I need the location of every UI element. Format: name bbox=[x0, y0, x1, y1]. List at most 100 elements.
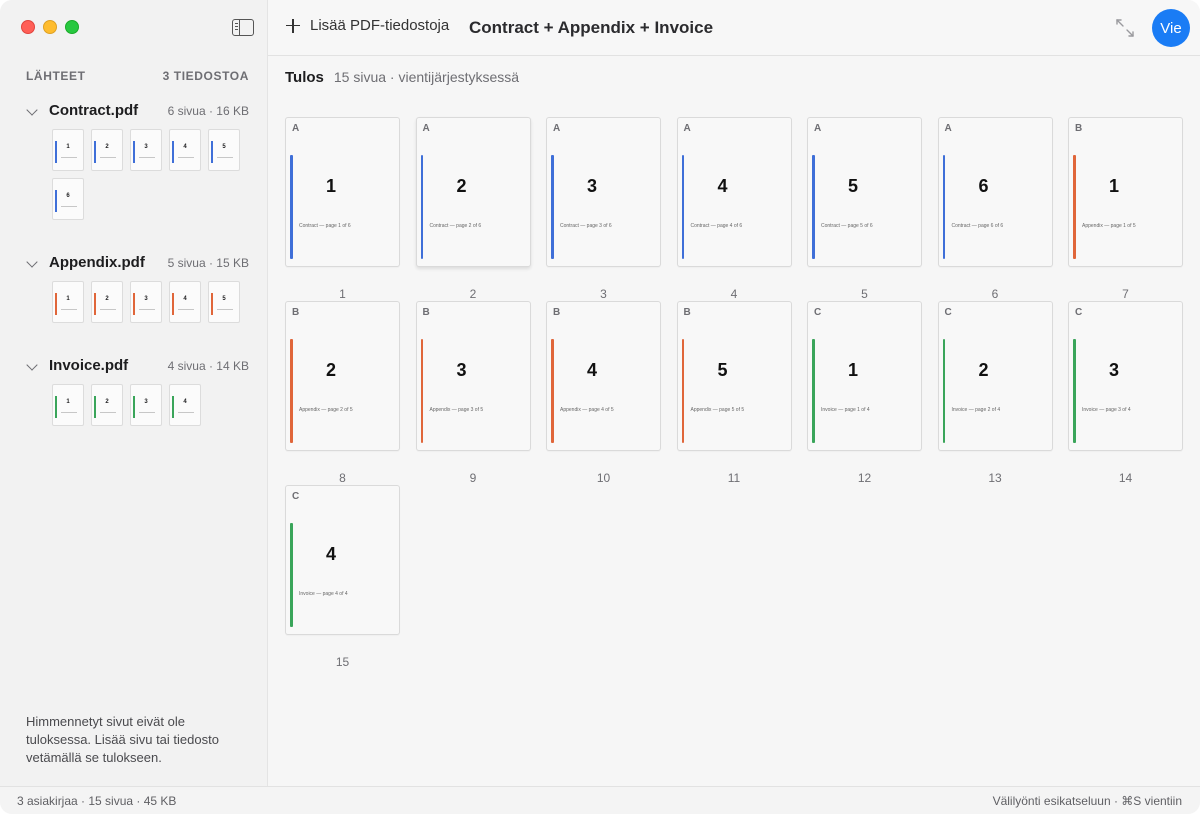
page-number: 3 bbox=[586, 176, 597, 196]
sidebar-toggle-icon[interactable] bbox=[232, 19, 254, 36]
add-pdf-button[interactable]: Lisää PDF-tiedostoja bbox=[286, 17, 449, 34]
thumbnail-page-number: 1 bbox=[66, 399, 70, 405]
source-page-thumbnail[interactable]: 2 bbox=[91, 129, 123, 171]
thumbnail-text-line bbox=[61, 412, 77, 413]
page-card[interactable]: C 3 Invoice — page 3 of 4 bbox=[1068, 301, 1183, 451]
source-letter: A bbox=[422, 123, 430, 134]
source-page-thumbnail[interactable]: 3 bbox=[130, 281, 162, 323]
thumbnail-text-line bbox=[178, 412, 194, 413]
page-caption: Contract — page 5 of 6 bbox=[821, 223, 873, 229]
page-number: 4 bbox=[586, 360, 597, 380]
export-button[interactable]: Vie bbox=[1152, 9, 1190, 47]
page-caption: Contract — page 1 of 6 bbox=[299, 223, 351, 229]
page-card[interactable]: B 4 Appendix — page 4 of 5 bbox=[546, 301, 661, 451]
minimize-window-button[interactable] bbox=[43, 20, 57, 34]
result-position-label: 6 bbox=[991, 287, 999, 301]
source-file-row[interactable]: Appendix.pdf 5 sivua · 15 KB bbox=[0, 253, 267, 273]
thumbnail-page-number: 3 bbox=[144, 144, 148, 150]
file-page-thumbnails: 1 2 3 4 bbox=[52, 384, 252, 426]
page-card[interactable]: C 1 Invoice — page 1 of 4 bbox=[807, 301, 922, 451]
source-page-thumbnail[interactable]: 3 bbox=[130, 129, 162, 171]
page-color-bar bbox=[133, 293, 135, 315]
source-letter: A bbox=[683, 123, 691, 134]
result-position-label: 1 bbox=[339, 287, 346, 301]
page-caption: Contract — page 6 of 6 bbox=[951, 223, 1004, 229]
source-letter: B bbox=[553, 307, 561, 318]
page-color-bar bbox=[55, 293, 57, 315]
page-number: 3 bbox=[456, 360, 467, 380]
chevron-down-icon[interactable] bbox=[26, 359, 38, 371]
page-color-bar bbox=[942, 339, 945, 443]
zoom-window-button[interactable] bbox=[65, 20, 79, 34]
sources-label: LÄHTEET bbox=[26, 69, 86, 83]
chevron-down-icon[interactable] bbox=[26, 256, 38, 268]
page-color-bar bbox=[290, 339, 293, 443]
source-file-row[interactable]: Invoice.pdf 4 sivua · 14 KB bbox=[0, 356, 267, 376]
page-color-bar bbox=[420, 155, 423, 259]
expand-arrows-icon[interactable] bbox=[1115, 18, 1135, 38]
result-position-label: 5 bbox=[861, 287, 868, 301]
page-card[interactable]: B 2 Appendix — page 2 of 5 bbox=[285, 301, 400, 451]
result-position-label: 2 bbox=[469, 287, 477, 301]
source-page-thumbnail[interactable]: 5 bbox=[208, 281, 240, 323]
source-page-thumbnail[interactable]: 6 bbox=[52, 178, 84, 220]
page-number: 3 bbox=[1108, 360, 1119, 380]
file-meta: 5 sivua · 15 KB bbox=[167, 256, 249, 270]
source-page-thumbnail[interactable]: 3 bbox=[130, 384, 162, 426]
result-header: Tulos 15 sivua · vientijärjestyksessä bbox=[285, 69, 519, 86]
thumbnail-page-number: 4 bbox=[183, 296, 187, 302]
page-number: 5 bbox=[847, 176, 858, 196]
page-color-bar bbox=[133, 141, 135, 163]
source-letter: B bbox=[292, 307, 300, 318]
page-color-bar bbox=[172, 396, 174, 418]
source-file-group: Contract.pdf 6 sivua · 16 KB 1 2 3 4 5 6 bbox=[0, 101, 267, 220]
page-caption: Invoice — page 1 of 4 bbox=[821, 407, 870, 413]
source-page-thumbnail[interactable]: 2 bbox=[91, 384, 123, 426]
page-color-bar bbox=[681, 155, 684, 259]
page-card[interactable]: A 3 Contract — page 3 of 6 bbox=[546, 117, 661, 267]
sidebar-hint: Himmennetyt sivut eivät ole tuloksessa. … bbox=[26, 714, 219, 765]
source-page-thumbnail[interactable]: 1 bbox=[52, 384, 84, 426]
page-card[interactable]: A 1 Contract — page 1 of 6 bbox=[285, 117, 400, 267]
close-window-button[interactable] bbox=[21, 20, 35, 34]
sidebar: LÄHTEET 3 TIEDOSTOA Contract.pdf 6 sivua … bbox=[0, 0, 268, 786]
page-number: 1 bbox=[1108, 176, 1119, 196]
page-caption: Appendix — page 5 of 5 bbox=[690, 407, 745, 413]
page-card[interactable]: C 4 Invoice — page 4 of 4 bbox=[285, 485, 400, 635]
page-card[interactable]: A 6 Contract — page 6 of 6 bbox=[937, 117, 1053, 267]
page-card[interactable]: B 3 Appendix — page 3 of 5 bbox=[415, 301, 531, 451]
page-caption: Appendix — page 2 of 5 bbox=[299, 407, 353, 413]
page-color-bar bbox=[211, 293, 213, 315]
source-page-thumbnail[interactable]: 1 bbox=[52, 129, 84, 171]
thumbnail-page-number: 3 bbox=[144, 296, 148, 302]
page-card[interactable]: A 2 Contract — page 2 of 6 bbox=[415, 117, 531, 267]
result-position-label: 7 bbox=[1122, 287, 1129, 301]
source-letter: A bbox=[944, 123, 952, 134]
source-page-thumbnail[interactable]: 5 bbox=[208, 129, 240, 171]
result-position-label: 8 bbox=[339, 471, 346, 485]
add-pdf-label: Lisää PDF-tiedostoja bbox=[310, 17, 450, 34]
source-page-thumbnail[interactable]: 2 bbox=[91, 281, 123, 323]
source-letter: A bbox=[814, 123, 822, 134]
page-color-bar bbox=[55, 190, 57, 212]
page-card[interactable]: B 5 Appendix — page 5 of 5 bbox=[676, 301, 792, 451]
page-card[interactable]: B 1 Appendix — page 1 of 5 bbox=[1068, 117, 1183, 267]
page-caption: Appendix — page 1 of 5 bbox=[1082, 223, 1136, 229]
thumbnail-page-number: 3 bbox=[144, 399, 148, 405]
source-page-thumbnail[interactable]: 4 bbox=[169, 384, 201, 426]
source-page-thumbnail[interactable]: 4 bbox=[169, 129, 201, 171]
chevron-down-icon[interactable] bbox=[26, 104, 38, 116]
thumbnail-page-number: 5 bbox=[222, 144, 226, 150]
source-letter: C bbox=[944, 307, 952, 318]
source-page-thumbnail[interactable]: 1 bbox=[52, 281, 84, 323]
thumbnail-page-number: 1 bbox=[66, 296, 70, 302]
page-card[interactable]: A 4 Contract — page 4 of 6 bbox=[676, 117, 792, 267]
source-page-thumbnail[interactable]: 4 bbox=[169, 281, 201, 323]
source-file-row[interactable]: Contract.pdf 6 sivua · 16 KB bbox=[0, 101, 267, 121]
page-card[interactable]: A 5 Contract — page 5 of 6 bbox=[807, 117, 922, 267]
thumbnail-text-line bbox=[100, 309, 116, 310]
page-card[interactable]: C 2 Invoice — page 2 of 4 bbox=[937, 301, 1053, 451]
source-letter: B bbox=[422, 307, 430, 318]
source-letter: B bbox=[683, 307, 691, 318]
file-name: Appendix.pdf bbox=[49, 254, 145, 271]
